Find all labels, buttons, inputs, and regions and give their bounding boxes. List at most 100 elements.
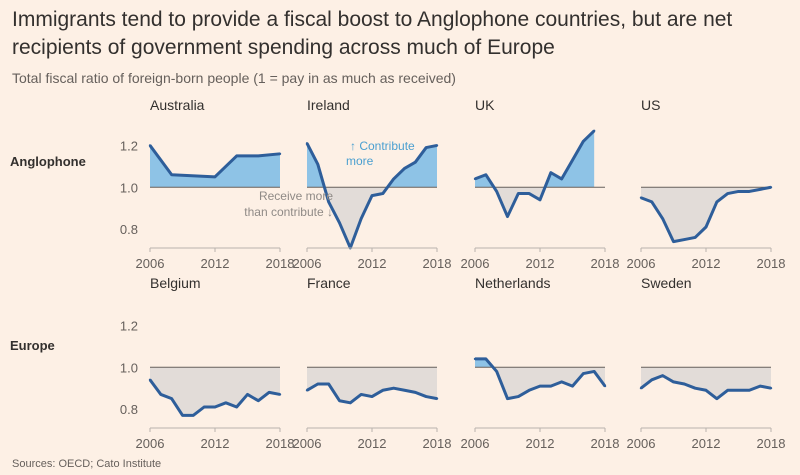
data-point [424,146,428,149]
data-point [506,397,509,400]
data-point [672,240,675,243]
data-point [424,395,428,398]
data-point [278,393,282,396]
x-tick-label: 2006 [293,256,322,271]
data-point [683,238,686,241]
x-tick-label: 2006 [293,436,322,451]
data-point [235,154,238,158]
data-point [484,357,488,361]
data-point [316,163,320,166]
data-point [571,384,574,388]
y-tick-label: 1.2 [120,318,138,333]
data-point [338,399,341,402]
area-below-baseline [307,367,437,403]
data-point [758,188,762,191]
data-point [506,215,509,218]
source-note: Sources: OECD; Cato Institute [12,458,162,470]
area-above-baseline [307,143,437,188]
data-point [693,236,697,239]
area-above-baseline [475,130,595,188]
x-tick-label: 2018 [591,436,620,451]
data-point [392,386,395,390]
area-below-baseline [475,367,605,399]
data-point [582,140,585,143]
data-point [278,152,282,156]
area-below-baseline [307,187,437,248]
data-point [267,391,271,394]
data-point [748,190,751,193]
data-point [170,397,173,400]
data-point [715,200,719,204]
data-point [527,192,531,195]
x-tick-label: 2006 [136,436,165,451]
x-tick-label: 2018 [266,256,295,271]
y-tick-label: 0.8 [120,402,138,417]
data-point [305,142,309,145]
chart-subtitle: Total fiscal ratio of foreign-born peopl… [12,70,456,86]
x-tick-label: 2012 [358,436,387,451]
x-tick-label: 2006 [461,436,490,451]
data-point [257,154,260,158]
data-point [392,177,395,181]
data-point [316,382,320,386]
panel-title: US [641,97,660,113]
data-point [549,384,553,388]
x-tick-label: 2006 [627,256,656,271]
annotation-contribute-line1: ↑ Contribute [350,139,415,153]
data-point [213,175,217,179]
data-point [192,414,195,417]
area-below-baseline [641,367,771,399]
x-tick-label: 2006 [461,256,490,271]
x-tick-label: 2006 [136,256,165,271]
data-point [370,194,374,197]
data-point [603,384,607,388]
data-point [737,190,740,193]
data-point [549,171,553,174]
x-tick-label: 2018 [423,256,452,271]
x-tick-label: 2018 [591,256,620,271]
data-point [484,173,488,176]
annotation-contribute-line2: more [346,154,374,168]
x-tick-label: 2012 [358,256,387,271]
panel-sweden: Sweden 2006 2012 2018 [627,275,786,451]
group-label-anglophone: Anglophone [10,154,86,169]
panel-belgium: Belgium 2006 2012 2018 [136,275,295,451]
data-point [693,386,697,390]
data-point [639,196,643,199]
data-point [495,370,498,373]
panel-title: Netherlands [475,275,551,291]
x-tick-label: 2012 [692,256,721,271]
data-point [170,173,173,176]
data-point [435,397,439,400]
area-below-baseline [641,187,771,242]
data-point [148,144,152,147]
data-point [349,401,352,405]
data-point [213,405,217,409]
data-point [737,389,740,392]
data-point [327,200,330,204]
series-line [474,129,596,219]
data-point [527,389,531,392]
data-point [726,389,729,392]
data-point [538,384,542,388]
x-tick-label: 2018 [757,256,786,271]
data-point [726,192,729,195]
data-point [704,225,708,229]
data-point [148,378,152,382]
data-point [517,395,520,398]
panel-title: Belgium [150,275,201,291]
chart-title: Immigrants tend to provide a fiscal boos… [12,8,733,59]
data-point [403,167,406,170]
x-tick-label: 2018 [757,436,786,451]
data-point [403,389,406,392]
data-point [338,221,341,225]
panel-us: US 2006 2012 2018 [627,97,786,271]
data-point [327,382,330,386]
data-point [748,389,751,392]
data-point [381,192,385,195]
data-point [661,374,664,377]
x-tick-label: 2012 [526,256,555,271]
area-above-baseline [150,145,280,188]
data-point [758,384,762,388]
